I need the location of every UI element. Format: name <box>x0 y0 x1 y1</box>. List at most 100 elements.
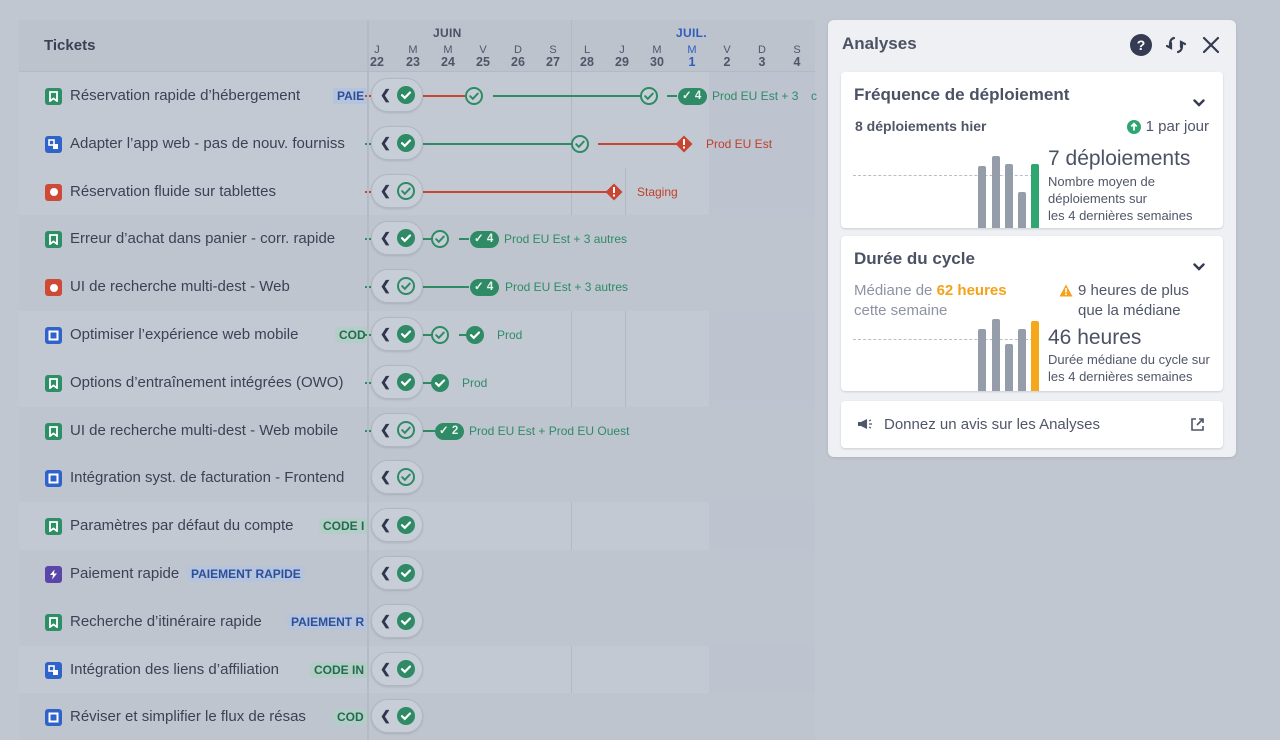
epic-tag[interactable]: CODE IN <box>310 661 369 678</box>
ticket-row[interactable]: Recherche d’itinéraire rapide PAIEMENT R ❮ <box>19 597 815 646</box>
chevron-left-icon: ❮ <box>380 134 391 150</box>
ticket-title[interactable]: Optimiser l’expérience web mobile <box>70 325 299 343</box>
ticket-title[interactable]: Adapter l’app web - pas de nouv. fournis… <box>70 134 345 152</box>
timeline-segment <box>598 142 684 145</box>
expand-timeline-button[interactable]: ❮ <box>371 603 423 638</box>
expand-timeline-button[interactable]: ❮ <box>371 78 423 112</box>
error-diamond-icon[interactable] <box>605 183 623 206</box>
epic-tag[interactable]: CODE I <box>319 518 369 535</box>
ticket-title[interactable]: Erreur d’achat dans panier - corr. rapid… <box>70 230 336 248</box>
environment-label[interactable]: Prod EU Est <box>706 136 773 151</box>
deploy-count-badge[interactable]: ✓ 4 <box>470 279 500 297</box>
ticket-list: Réservation rapide d’hébergement PAIE ❮ ✓ 4… <box>19 72 817 740</box>
environment-label[interactable]: Prod EU Est + 3 <box>712 89 799 103</box>
day-column-6: L 28 <box>580 44 594 69</box>
check-circle-outline-icon[interactable] <box>431 230 449 253</box>
ticket-row[interactable]: Paramètres par défaut du compte CODE I ❮ <box>19 502 815 550</box>
epic-tag[interactable]: COD <box>335 326 369 343</box>
ticket-row[interactable]: Intégration des liens d’affiliation CODE … <box>19 646 815 694</box>
check-circle-outline-icon[interactable] <box>640 87 658 110</box>
close-button[interactable] <box>1199 33 1223 57</box>
environment-label[interactable]: Staging <box>637 184 678 199</box>
ticket-row[interactable]: Adapter l’app web - pas de nouv. fournis… <box>19 120 815 168</box>
ticket-row[interactable]: Réservation rapide d’hébergement PAIE ❮ ✓ 4… <box>19 72 817 120</box>
cycle-time-title: Durée du cycle <box>854 249 975 268</box>
chevron-left-icon: ❮ <box>380 230 391 246</box>
ticket-title[interactable]: Paiement rapide <box>70 564 180 582</box>
check-circle-outline-icon[interactable] <box>431 325 449 349</box>
chevron-left-icon: ❮ <box>380 612 391 628</box>
feedback-link[interactable]: Donnez un avis sur les Analyses <box>841 401 1223 448</box>
list-timeline-divider[interactable] <box>367 20 369 740</box>
check-circle-filled-icon[interactable] <box>466 325 484 349</box>
ticket-title[interactable]: UI de recherche multi-dest - Web <box>70 278 290 296</box>
ticket-row[interactable]: Options d’entraînement intégrées (OWO) ❮ P… <box>19 359 815 407</box>
environment-label[interactable]: Prod EU Est + 3 autres <box>505 280 629 295</box>
ticket-title[interactable]: Recherche d’itinéraire rapide <box>70 612 262 630</box>
environment-label[interactable]: Prod <box>497 327 523 342</box>
expand-timeline-button[interactable]: ❮ <box>371 555 423 590</box>
ticket-row[interactable]: Paiement rapide PAIEMENT RAPIDE ❮ <box>19 549 815 598</box>
epic-tag[interactable]: COD <box>333 709 367 726</box>
deploy-count-badge[interactable]: ✓ 4 <box>470 231 500 249</box>
week-bar <box>1005 344 1013 391</box>
ticket-title[interactable]: Paramètres par défaut du compte <box>70 517 294 535</box>
expand-deploy-button[interactable] <box>1193 94 1205 112</box>
ticket-row[interactable]: Réservation fluide sur tablettes ❮ Staging <box>19 168 815 216</box>
expand-timeline-button[interactable]: ❮ <box>371 364 423 399</box>
ticket-row[interactable]: UI de recherche multi-dest - Web ❮ ✓ 4 Prod… <box>19 263 815 311</box>
ticket-title[interactable]: Réservation rapide d’hébergement <box>70 87 301 104</box>
ticket-title[interactable]: Intégration syst. de facturation - Front… <box>70 469 345 487</box>
check-circle-outline-icon[interactable] <box>465 87 483 110</box>
environment-label[interactable]: Prod EU Est + 3 autres <box>504 232 628 247</box>
ticket-title[interactable]: Réservation fluide sur tablettes <box>70 182 276 200</box>
expand-timeline-button[interactable]: ❮ <box>371 316 423 351</box>
ticket-row[interactable]: Erreur d’achat dans panier - corr. rapid… <box>19 215 815 264</box>
expand-timeline-button[interactable]: ❮ <box>371 412 423 447</box>
environment-label[interactable]: Prod EU Est + Prod EU Ouest <box>469 423 630 438</box>
expand-cycle-button[interactable] <box>1193 258 1205 276</box>
chevron-left-icon: ❮ <box>380 182 391 198</box>
expand-timeline-button[interactable]: ❮ <box>371 269 423 304</box>
timeline-segment <box>423 142 580 145</box>
expand-timeline-button[interactable]: ❮ <box>371 651 423 686</box>
expand-timeline-button[interactable]: ❮ <box>371 508 423 543</box>
day-column-4: D 26 <box>511 44 525 69</box>
ticket-title[interactable]: UI de recherche multi-dest - Web mobile <box>70 421 339 439</box>
error-diamond-icon[interactable] <box>675 135 693 158</box>
ticket-row[interactable]: Intégration syst. de facturation - Front… <box>19 454 815 503</box>
expand-timeline-button[interactable]: ❮ <box>371 221 423 256</box>
ticket-row[interactable]: Réviser et simplifier le flux de résas CO… <box>19 693 815 740</box>
ticket-title[interactable]: Intégration des liens d’affiliation <box>70 660 280 678</box>
refresh-button[interactable] <box>1164 33 1188 57</box>
timeline-segment <box>423 286 469 289</box>
expand-timeline-button[interactable]: ❮ <box>371 699 423 734</box>
deploy-trend: 1 par jour <box>1126 118 1209 135</box>
expand-timeline-button[interactable]: ❮ <box>371 125 423 160</box>
ticket-row[interactable]: UI de recherche multi-dest - Web mobile ❮… <box>19 406 815 455</box>
deploy-count-badge[interactable]: ✓ 2 <box>435 422 465 440</box>
expand-timeline-button[interactable]: ❮ <box>371 173 423 208</box>
ticket-row[interactable]: Optimiser l’expérience web mobile COD ❮ Pro… <box>19 311 815 359</box>
epic-tag[interactable]: PAIE <box>333 88 369 104</box>
warning-icon <box>1059 284 1073 297</box>
environment-label[interactable]: Prod <box>462 375 488 390</box>
check-circle-filled-icon[interactable] <box>431 373 449 397</box>
chevron-left-icon: ❮ <box>380 517 391 533</box>
ticket-title[interactable]: Options d’entraînement intégrées (OWO) <box>70 373 344 391</box>
check-circle-filled-icon <box>397 516 415 539</box>
deploy-count-badge[interactable]: ✓ 4 <box>678 88 708 105</box>
check-circle-outline-icon[interactable] <box>571 134 589 158</box>
deploy-average-value: 7 déploiements <box>1048 147 1191 170</box>
cycle-time-card: Durée du cycle Médiane de 62 heures cett… <box>841 236 1223 391</box>
ticket-title[interactable]: Réviser et simplifier le flux de résas <box>70 708 306 726</box>
expand-timeline-button[interactable]: ❮ <box>371 460 423 495</box>
epic-tag[interactable]: PAIEMENT R <box>287 613 369 630</box>
day-column-8: M 30 <box>650 44 664 69</box>
epic-tag[interactable]: PAIEMENT RAPIDE <box>187 565 305 582</box>
help-button[interactable]: ? <box>1129 33 1153 57</box>
check-circle-filled-icon <box>397 229 415 252</box>
